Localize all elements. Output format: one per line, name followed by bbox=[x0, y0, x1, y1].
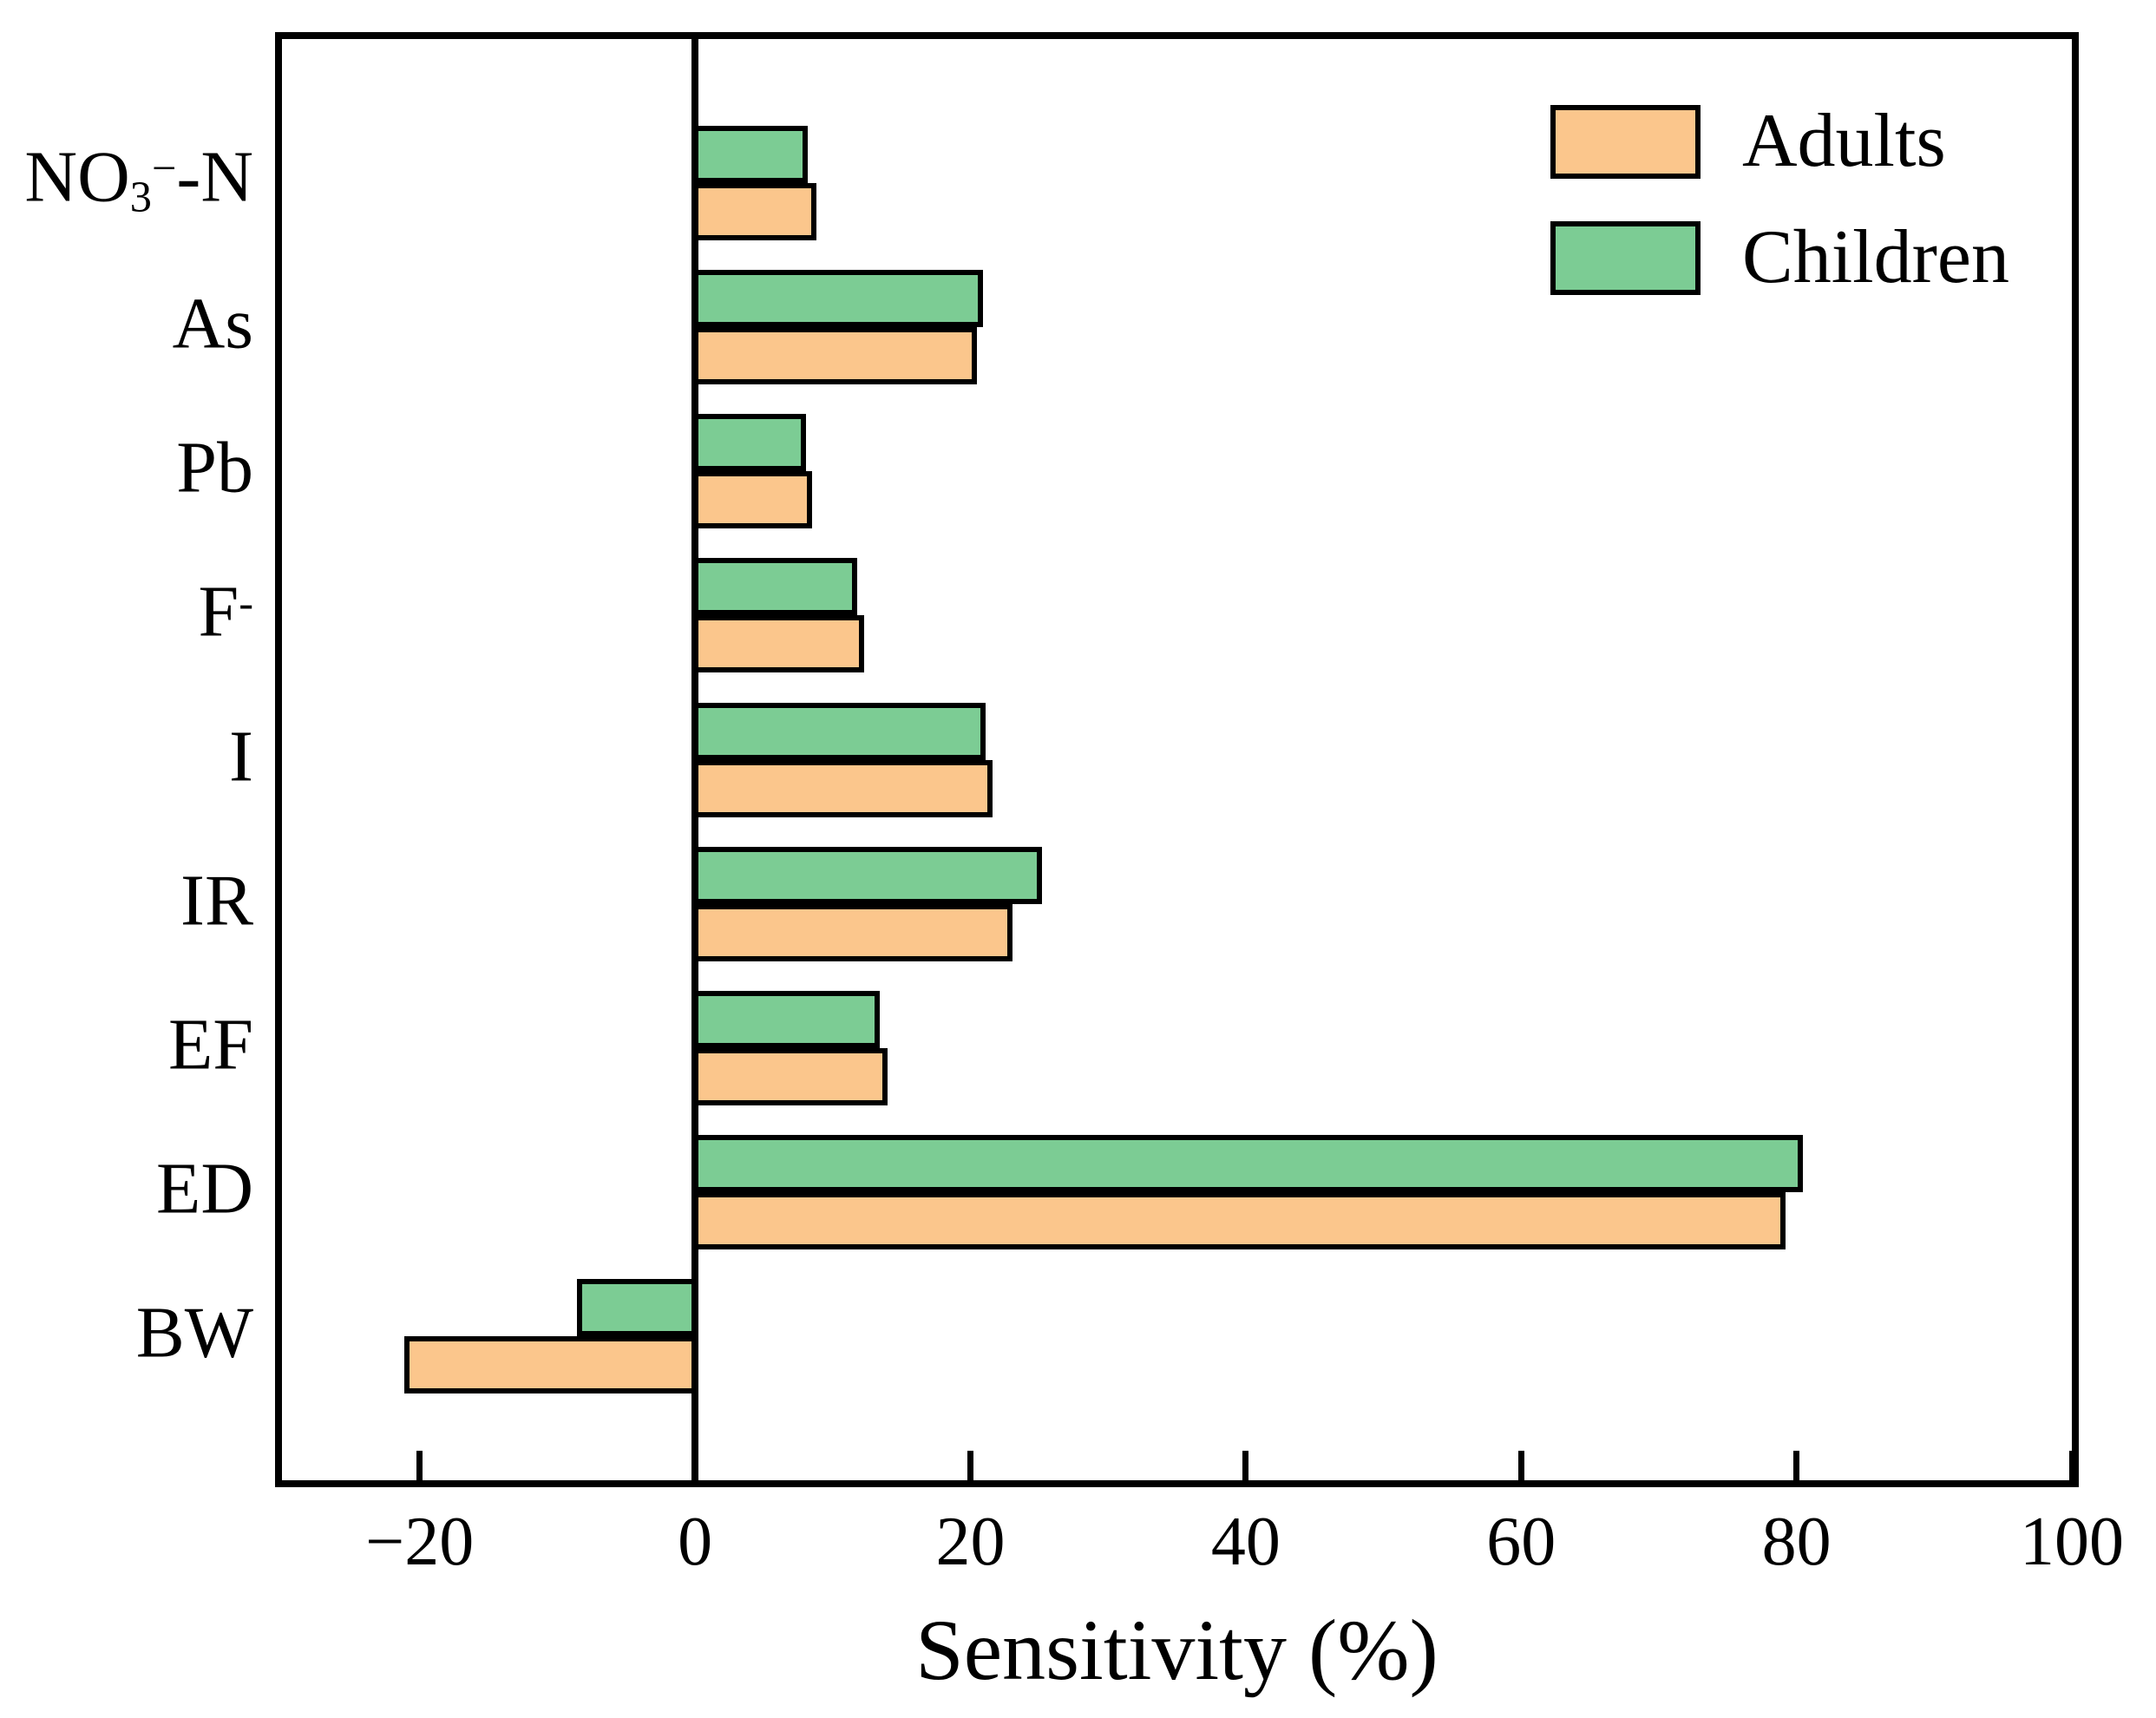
bar-As-Children bbox=[692, 270, 983, 328]
x-tick-label-100: 100 bbox=[2020, 1504, 2124, 1580]
legend: Adults Children bbox=[1550, 103, 2009, 336]
children-swatch bbox=[1550, 220, 1701, 295]
legend-item-adults: Adults bbox=[1550, 103, 2009, 180]
y-category-label-IR: IR bbox=[180, 860, 253, 941]
bar-BW-Children bbox=[576, 1278, 698, 1336]
x-tick-40 bbox=[1242, 1451, 1249, 1480]
bar-I-Children bbox=[692, 702, 986, 760]
bar-BW-Adults bbox=[404, 1335, 698, 1393]
bar-F--Children bbox=[692, 558, 858, 616]
y-category-label-ED: ED bbox=[156, 1148, 253, 1229]
bar-NO3−-N-Adults bbox=[692, 183, 816, 241]
x-tick-60 bbox=[1517, 1451, 1524, 1480]
y-category-label-EF: EF bbox=[167, 1004, 253, 1085]
x-tick-100 bbox=[2068, 1451, 2075, 1480]
x-axis-title: Sensitivity (%) bbox=[915, 1602, 1438, 1698]
x-tick-0 bbox=[691, 1451, 698, 1480]
x-tick--20 bbox=[416, 1451, 423, 1480]
y-category-label-I: I bbox=[229, 716, 253, 797]
bar-ED-Children bbox=[692, 1134, 1804, 1192]
bar-Pb-Adults bbox=[692, 471, 812, 529]
bar-EF-Children bbox=[692, 990, 880, 1048]
x-tick-label-60: 60 bbox=[1486, 1504, 1556, 1580]
x-tick-label-80: 80 bbox=[1761, 1504, 1832, 1580]
y-category-label-Pb: Pb bbox=[176, 427, 253, 508]
y-category-label-As: As bbox=[172, 283, 253, 364]
bar-ED-Adults bbox=[692, 1191, 1786, 1249]
bar-IR-Children bbox=[692, 846, 1042, 904]
y-category-label-BW: BW bbox=[135, 1292, 253, 1374]
plot-area: Adults Children bbox=[275, 32, 2079, 1487]
bar-Pb-Children bbox=[692, 414, 807, 472]
y-category-label-F-: F- bbox=[198, 572, 254, 653]
y-category-label-NO3−-N: NO3−-N bbox=[24, 136, 253, 221]
x-tick-20 bbox=[967, 1451, 973, 1480]
x-tick-label-20: 20 bbox=[935, 1504, 1006, 1580]
bar-NO3−-N-Children bbox=[692, 126, 809, 184]
x-tick-label-40: 40 bbox=[1210, 1504, 1281, 1580]
bar-As-Adults bbox=[692, 327, 978, 385]
bar-EF-Adults bbox=[692, 1047, 888, 1105]
bar-IR-Adults bbox=[692, 903, 1013, 961]
legend-label-children: Children bbox=[1742, 215, 2009, 299]
legend-label-adults: Adults bbox=[1742, 99, 1946, 183]
bar-I-Adults bbox=[692, 759, 993, 817]
x-tick-label-0: 0 bbox=[678, 1504, 713, 1580]
bar-F--Adults bbox=[692, 615, 865, 673]
legend-item-children: Children bbox=[1550, 220, 2009, 296]
zero-axis-line bbox=[691, 39, 699, 1480]
x-tick-label--20: −20 bbox=[365, 1504, 475, 1580]
adults-swatch bbox=[1550, 104, 1701, 179]
x-tick-80 bbox=[1793, 1451, 1800, 1480]
